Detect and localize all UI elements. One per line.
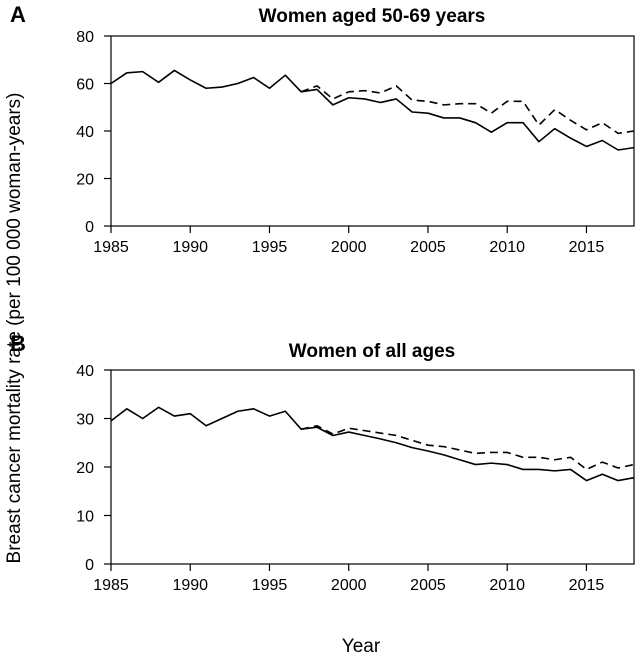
panel-b-y-axis: 0 10 20 30 40 <box>76 363 111 574</box>
panel-a-y-tick-label: 40 <box>76 124 94 141</box>
panel-b-plot-frame <box>110 369 635 565</box>
panel-a-y-tick-label: 60 <box>76 77 94 94</box>
y-axis-title: Breast cancer mortality rate (per 100 00… <box>4 93 25 564</box>
panel-a-x-tick-label: 2010 <box>489 239 525 256</box>
panel-a-y-axis: 0 20 40 60 80 <box>76 29 111 236</box>
panel-a-x-tick-label: 2015 <box>569 239 605 256</box>
panel-a-title: Women aged 50-69 years <box>259 6 486 27</box>
panel-a-x-tick-label: 2005 <box>410 239 446 256</box>
panel-b-x-tick-label: 1985 <box>93 577 129 594</box>
panel-b-x-tick-label: 2010 <box>489 577 525 594</box>
panel-b-x-axis: 1985 1990 1995 2000 2005 2010 2015 <box>93 564 604 594</box>
panel-b-x-tick-label: 1995 <box>252 577 288 594</box>
panel-b-y-tick-label: 10 <box>76 509 94 526</box>
panel-a-lines <box>110 69 635 151</box>
panel-b-solid-line <box>110 406 635 482</box>
panel-a-dashed-line <box>300 85 635 135</box>
panel-b-y-tick-label: 0 <box>85 557 94 574</box>
panel-a-x-tick-label: 2000 <box>331 239 367 256</box>
panel-b-x-tick-label: 2015 <box>569 577 605 594</box>
panel-b-y-tick-label: 30 <box>76 412 94 429</box>
x-axis-title: Year <box>342 636 381 657</box>
panel-b-dashed-line <box>301 424 635 471</box>
panel-a-plot-frame <box>110 35 635 227</box>
panel-a-x-tick-label: 1990 <box>172 239 208 256</box>
panel-b-x-tick-label: 2000 <box>331 577 367 594</box>
panel-b-title: Women of all ages <box>289 341 455 362</box>
panel-a-x-axis: 1985 1990 1995 2000 2005 2010 2015 <box>93 226 604 256</box>
panel-b-lines <box>110 406 635 482</box>
panel-b-x-tick-label: 1990 <box>172 577 208 594</box>
panel-a-solid-line <box>110 69 635 151</box>
panel-a-x-tick-label: 1985 <box>93 239 129 256</box>
panel-b-y-tick-label: 40 <box>76 363 94 380</box>
panel-a-y-tick-label: 0 <box>85 219 94 236</box>
panel-a-x-tick-label: 1995 <box>252 239 288 256</box>
panel-a-letter: A <box>10 2 26 27</box>
panel-b-y-tick-label: 20 <box>76 460 94 477</box>
panel-b-letter: B <box>10 331 26 356</box>
panel-a-y-tick-label: 20 <box>76 172 94 189</box>
panel-a-y-tick-label: 80 <box>76 29 94 46</box>
panel-b-x-tick-label: 2005 <box>410 577 446 594</box>
